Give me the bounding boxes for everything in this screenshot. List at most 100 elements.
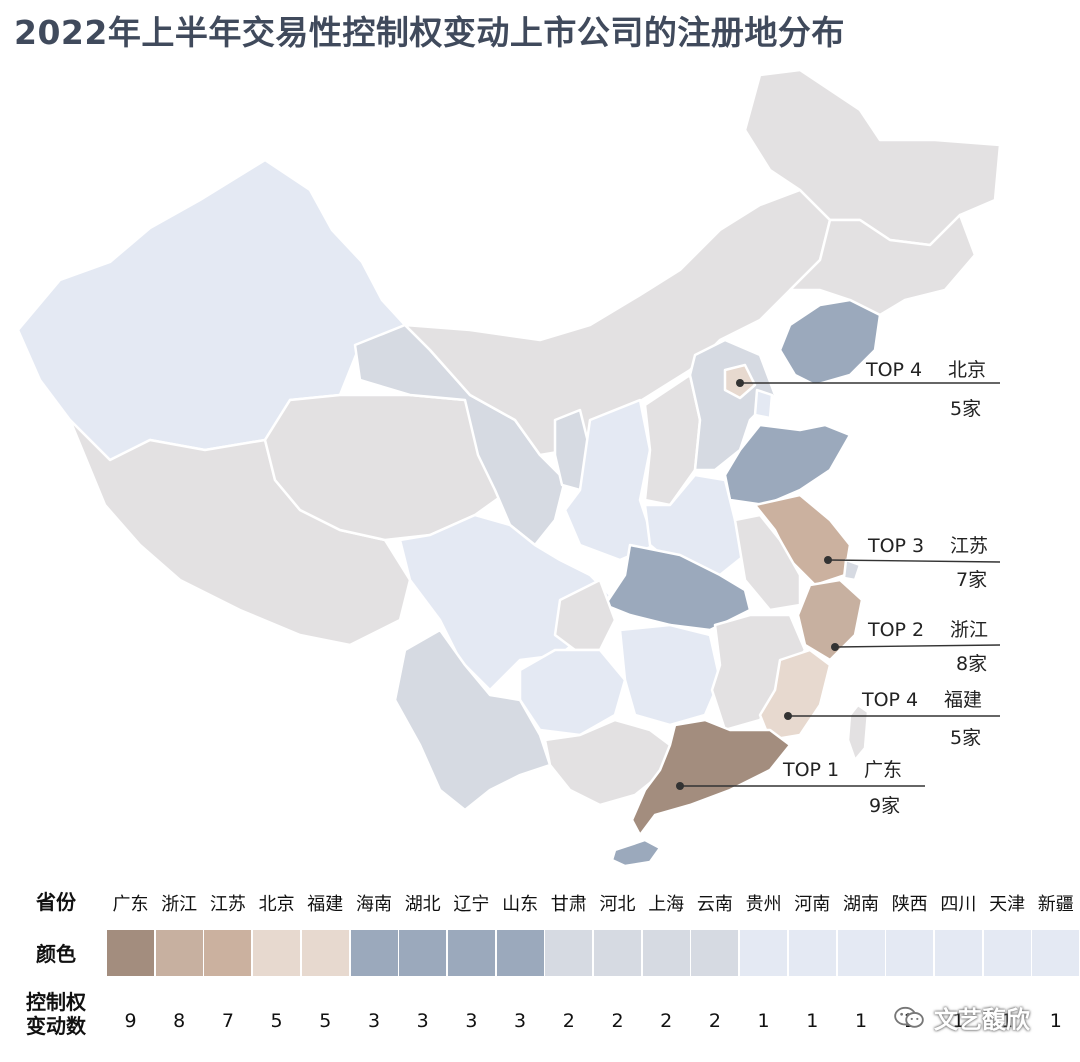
callout-value: 7家 — [956, 569, 987, 591]
legend-color-swatch — [253, 930, 301, 976]
legend-color-swatch — [204, 930, 252, 976]
watermark: 文艺馥欣 — [892, 1000, 1030, 1035]
legend-count: 5 — [319, 1010, 332, 1032]
legend-count: 1 — [1049, 1010, 1062, 1032]
legend-province-name: 浙江 — [161, 894, 198, 915]
province-hubei — [603, 543, 752, 632]
legend-province-name: 陕西 — [891, 894, 928, 915]
province-hunan — [618, 623, 722, 727]
legend-province-name: 甘肃 — [550, 894, 587, 915]
watermark-text: 文艺馥欣 — [934, 1006, 1030, 1034]
legend-color-swatch — [447, 930, 495, 976]
legend-color-swatch — [983, 930, 1031, 976]
callout-guangdong: TOP 1 广东 9家 — [676, 759, 925, 817]
legend-color-swatch — [886, 930, 934, 976]
callout-value: 9家 — [869, 795, 900, 817]
province-tibet — [68, 418, 412, 647]
callout-beijing: TOP 4 北京 5家 — [736, 359, 1000, 420]
legend-row-color-head: 颜色 — [36, 942, 76, 966]
legend-table: 省份 颜色 控制权 变动数 广东 9 浙江 8 江苏 7 北京 5 福建 5 海南 3 湖北 3 辽宁 3 山东… — [0, 880, 1080, 1062]
page-title: 2022年上半年交易性控制权变动上市公司的注册地分布 — [14, 13, 845, 52]
province-liaoning — [778, 298, 882, 387]
legend-province-name: 湖北 — [404, 894, 441, 915]
legend-count: 2 — [660, 1010, 673, 1032]
province-shanghai — [842, 558, 862, 582]
legend-count: 3 — [367, 1010, 381, 1032]
legend-count: 3 — [465, 1010, 478, 1032]
legend-province-name: 天津 — [989, 894, 1026, 915]
legend-color-swatch — [691, 930, 739, 976]
callout-province: 江苏 — [950, 535, 988, 557]
legend-province-name: 新疆 — [1037, 894, 1074, 915]
province-tianjin — [753, 388, 774, 420]
legend-color-swatch — [642, 930, 690, 976]
legend-count: 2 — [611, 1010, 624, 1032]
callout-zhejiang: TOP 2 浙江 8家 — [831, 619, 1001, 675]
callout-value: 8家 — [956, 653, 987, 675]
legend-color-swatch — [545, 930, 593, 976]
legend-count: 3 — [514, 1010, 527, 1032]
legend-row-count-head: 控制权 变动数 — [26, 990, 86, 1038]
legend-color-swatch — [301, 930, 349, 976]
legend-province-name: 上海 — [648, 894, 685, 915]
legend-province-name: 河南 — [794, 894, 831, 915]
callout-province: 浙江 — [950, 619, 988, 641]
callout-rank: TOP 1 — [782, 759, 839, 781]
legend-color-swatch — [399, 930, 447, 976]
legend-count: 1 — [1001, 1010, 1014, 1032]
province-fujian — [758, 648, 832, 742]
legend-color-swatch — [788, 930, 836, 976]
legend-count: 9 — [124, 1010, 137, 1032]
legend-count: 1 — [854, 1010, 868, 1032]
legend-province-name: 江苏 — [209, 894, 246, 915]
legend-count: 2 — [708, 1010, 721, 1032]
legend-count: 1 — [952, 1010, 965, 1032]
province-taiwan — [846, 703, 870, 762]
province-hainan — [610, 838, 662, 868]
callout-fujian: TOP 4 福建 5家 — [784, 689, 1000, 749]
legend-color-swatch — [107, 930, 154, 976]
legend-color-swatch — [837, 930, 885, 976]
legend-color-swatch — [155, 930, 203, 976]
legend-province-name: 四川 — [940, 894, 977, 915]
callout-jiangsu: TOP 3 江苏 7家 — [824, 535, 1001, 591]
legend-count: 5 — [270, 1010, 283, 1032]
legend-province-name: 海南 — [356, 894, 392, 915]
legend-province-name: 福建 — [307, 894, 344, 915]
callout-rank: TOP 4 — [865, 359, 922, 381]
legend-province-name: 云南 — [696, 894, 733, 915]
china-map: TOP 4 北京 5家 TOP 3 江苏 7家 TOP 2 浙江 8家 TOP … — [16, 68, 1002, 868]
province-jilin — [788, 213, 977, 317]
legend-count: 1 — [757, 1010, 770, 1032]
legend-province-name: 湖南 — [843, 894, 879, 915]
legend-count: 8 — [173, 1010, 186, 1032]
legend-color-swatch — [1032, 930, 1080, 976]
legend-province-name: 辽宁 — [453, 894, 490, 915]
callout-province: 福建 — [944, 689, 982, 711]
legend-province-name: 贵州 — [745, 894, 782, 915]
callout-rank: TOP 4 — [861, 689, 918, 711]
province-zhejiang — [796, 578, 864, 662]
callout-rank: TOP 2 — [867, 619, 924, 641]
callout-province: 广东 — [864, 759, 902, 781]
province-qinghai — [263, 393, 512, 542]
legend-color-swatch — [350, 930, 398, 976]
callout-province: 北京 — [948, 359, 986, 381]
legend-color-swatch — [740, 930, 788, 976]
wechat-icon — [894, 1006, 924, 1028]
legend-province-name: 山东 — [502, 894, 539, 915]
legend-color-swatch — [594, 930, 641, 976]
province-yunnan — [393, 628, 552, 812]
legend-count: 3 — [416, 1010, 429, 1032]
legend-count: 1 — [806, 1010, 819, 1032]
callout-value: 5家 — [950, 727, 981, 749]
callout-value: 5家 — [950, 398, 981, 420]
legend-province-name: 河北 — [599, 894, 636, 915]
legend-province-name: 广东 — [112, 894, 149, 915]
legend-count: 2 — [562, 1010, 575, 1032]
legend-row-province-head: 省份 — [36, 890, 76, 914]
callout-rank: TOP 3 — [867, 535, 924, 557]
legend-count: 7 — [221, 1010, 234, 1032]
province-anhui — [733, 513, 802, 612]
province-guangdong — [630, 718, 792, 837]
